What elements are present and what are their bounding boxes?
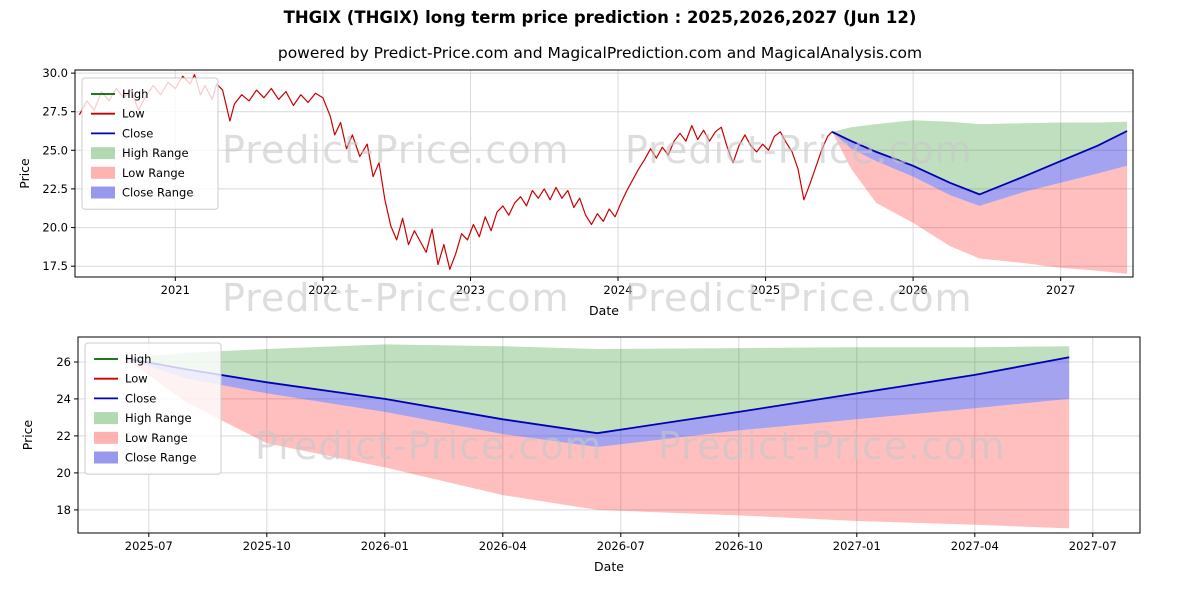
x-tick-label: 2027-04 bbox=[951, 539, 999, 553]
y-tick-label: 30.0 bbox=[42, 66, 68, 80]
x-tick-label: 2025-10 bbox=[243, 539, 291, 553]
legend-box bbox=[81, 77, 219, 210]
y-tick-label: 17.5 bbox=[42, 259, 68, 273]
y-axis-label: Price bbox=[20, 419, 35, 450]
legend-label: Low bbox=[122, 107, 145, 121]
legend-patch-sample bbox=[94, 412, 118, 425]
legend-label: Low bbox=[125, 372, 148, 386]
legend-patch-sample bbox=[91, 186, 115, 199]
legend-patch-sample bbox=[91, 147, 115, 160]
x-tick-label: 2026-10 bbox=[715, 539, 763, 553]
legend-label: Low Range bbox=[122, 166, 185, 180]
legend-label: High bbox=[125, 352, 151, 366]
x-tick-label: 2026-04 bbox=[479, 539, 527, 553]
x-axis-label: Date bbox=[589, 303, 619, 318]
prediction-zoom-chart: 2025-07 2025-10 2026-01 2026-04 2026-07 2026-… bbox=[20, 336, 1141, 574]
y-tick-label: 20 bbox=[56, 466, 71, 480]
x-tick-label: 2026 bbox=[898, 283, 927, 297]
high-range-band bbox=[832, 120, 1128, 195]
x-tick-label: 2027-07 bbox=[1069, 539, 1117, 553]
plot-frame bbox=[74, 69, 1134, 278]
x-tick-label: 2022 bbox=[308, 283, 337, 297]
legend: High Low Close High Range Low Range Close Ran… bbox=[81, 77, 219, 210]
x-tick-label: 2025-07 bbox=[125, 539, 173, 553]
low-range-band bbox=[125, 358, 1070, 529]
plot-frame bbox=[77, 336, 1141, 534]
x-tick-label: 2027-01 bbox=[833, 539, 881, 553]
x-tick-label: 2023 bbox=[456, 283, 485, 297]
legend: High Low Close High Range Low Range Close Ran… bbox=[84, 342, 222, 475]
legend-label: High Range bbox=[125, 411, 192, 425]
close-forecast-line bbox=[125, 356, 1070, 435]
close-range-band bbox=[125, 357, 1070, 447]
y-tick-label: 22 bbox=[56, 429, 71, 443]
high-range-band bbox=[125, 344, 1070, 434]
y-tick-label: 22.5 bbox=[42, 182, 68, 196]
x-tick-label: 2024 bbox=[603, 283, 632, 297]
x-tick-label: 2025 bbox=[751, 283, 780, 297]
legend-patch-sample bbox=[91, 166, 115, 179]
price-history-chart: 2021 2022 2023 2024 2025 2026 2027 17.5 20.0 22.5… bbox=[17, 66, 1134, 318]
legend-label: Low Range bbox=[125, 431, 188, 445]
y-axis-label: Price bbox=[17, 158, 32, 189]
x-tick-label: 2021 bbox=[161, 283, 190, 297]
x-tick-label: 2026-07 bbox=[597, 539, 645, 553]
x-tick-label: 2027 bbox=[1046, 283, 1075, 297]
y-tick-label: 26 bbox=[56, 355, 71, 369]
legend-label: Close bbox=[122, 126, 153, 140]
page-title: THGIX (THGIX) long term price prediction… bbox=[283, 8, 917, 27]
y-tick-label: 20.0 bbox=[42, 221, 68, 235]
page-subtitle: powered by Predict-Price.com and Magical… bbox=[277, 44, 923, 62]
x-axis-label: Date bbox=[594, 559, 624, 574]
legend-patch-sample bbox=[94, 451, 118, 464]
legend-label: High Range bbox=[122, 146, 189, 160]
y-tick-label: 25.0 bbox=[42, 143, 68, 157]
close-range-band bbox=[832, 131, 1128, 206]
legend-patch-sample bbox=[94, 431, 118, 444]
legend-label: Close Range bbox=[122, 186, 193, 200]
y-tick-label: 18 bbox=[56, 503, 71, 517]
legend-label: High bbox=[122, 87, 148, 101]
y-tick-label: 24 bbox=[56, 392, 71, 406]
close-forecast-line bbox=[831, 130, 1128, 196]
y-tick-label: 27.5 bbox=[42, 105, 68, 119]
legend-box bbox=[84, 342, 222, 475]
x-tick-label: 2026-01 bbox=[361, 539, 409, 553]
legend-label: Close Range bbox=[125, 451, 196, 465]
legend-label: Close bbox=[125, 391, 156, 405]
low-range-band bbox=[832, 131, 1128, 274]
